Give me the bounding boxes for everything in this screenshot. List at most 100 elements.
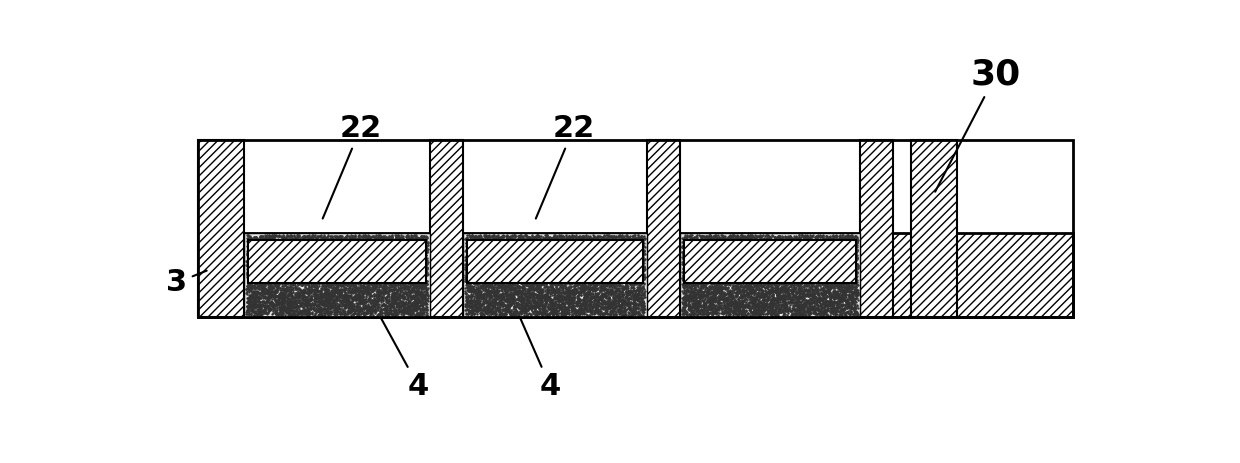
Point <box>734 288 754 295</box>
Point <box>315 296 335 304</box>
Point <box>300 286 320 293</box>
Point <box>758 309 777 316</box>
Point <box>459 259 479 266</box>
Point <box>503 272 523 280</box>
Point <box>241 306 260 313</box>
Point <box>398 246 418 253</box>
Point <box>389 253 409 260</box>
Point <box>351 273 371 280</box>
Point <box>283 309 303 316</box>
Point <box>780 307 800 314</box>
Point <box>703 307 723 314</box>
Point <box>777 266 797 274</box>
Point <box>254 307 274 315</box>
Point <box>463 257 482 264</box>
Point <box>796 268 816 275</box>
Point <box>610 281 630 288</box>
Point <box>259 278 279 286</box>
Point <box>631 253 651 260</box>
Point <box>781 263 801 270</box>
Point <box>815 246 835 254</box>
Point <box>518 290 538 297</box>
Point <box>474 284 494 291</box>
Point <box>357 242 377 250</box>
Point <box>508 257 528 264</box>
Point <box>476 280 496 287</box>
Point <box>624 243 644 250</box>
Point <box>365 281 384 288</box>
Point <box>725 273 745 281</box>
Point <box>600 263 620 271</box>
Point <box>497 294 517 302</box>
Point <box>575 247 595 255</box>
Point <box>781 279 801 287</box>
Point <box>324 273 343 281</box>
Point <box>459 287 479 294</box>
Point <box>696 266 715 274</box>
Point <box>624 268 644 275</box>
Point <box>536 307 556 314</box>
Point <box>522 237 542 244</box>
Point <box>775 300 795 307</box>
Point <box>294 292 314 300</box>
Point <box>501 307 521 314</box>
Point <box>387 299 407 307</box>
Point <box>680 248 699 255</box>
Point <box>360 272 379 279</box>
Point <box>396 232 415 240</box>
Point <box>285 255 305 263</box>
Point <box>629 309 649 317</box>
Point <box>533 307 553 314</box>
Point <box>289 302 309 309</box>
Point <box>746 295 766 303</box>
Point <box>239 272 259 279</box>
Point <box>608 254 627 261</box>
Point <box>800 291 820 299</box>
Point <box>362 240 382 248</box>
Point <box>246 292 265 300</box>
Point <box>627 311 647 319</box>
Point <box>405 257 425 265</box>
Point <box>303 261 322 268</box>
Point <box>717 270 737 277</box>
Point <box>274 235 294 242</box>
Point <box>253 301 273 309</box>
Point <box>296 265 316 272</box>
Point <box>294 296 314 304</box>
Point <box>827 245 847 252</box>
Point <box>476 237 496 244</box>
Point <box>777 254 797 262</box>
Point <box>832 238 852 246</box>
Point <box>267 298 286 306</box>
Point <box>495 258 515 266</box>
Point <box>401 293 420 300</box>
Point <box>826 308 846 315</box>
Point <box>676 282 696 289</box>
Point <box>494 237 513 244</box>
Point <box>283 264 303 271</box>
Point <box>238 282 258 289</box>
Point <box>521 311 541 319</box>
Point <box>396 272 415 279</box>
Point <box>634 303 653 311</box>
Point <box>456 241 476 248</box>
Point <box>277 263 296 270</box>
Point <box>505 240 525 247</box>
Point <box>673 283 693 290</box>
Point <box>324 237 343 244</box>
Point <box>367 239 387 247</box>
Point <box>525 291 544 299</box>
Point <box>310 270 330 278</box>
Point <box>714 260 734 268</box>
Point <box>627 236 647 244</box>
Point <box>461 245 481 253</box>
Point <box>512 288 532 296</box>
Point <box>837 268 857 275</box>
Point <box>365 255 384 262</box>
Point <box>542 257 562 264</box>
Point <box>755 279 775 287</box>
Point <box>301 255 321 262</box>
Point <box>265 261 285 268</box>
Point <box>787 257 807 264</box>
Point <box>684 273 704 280</box>
